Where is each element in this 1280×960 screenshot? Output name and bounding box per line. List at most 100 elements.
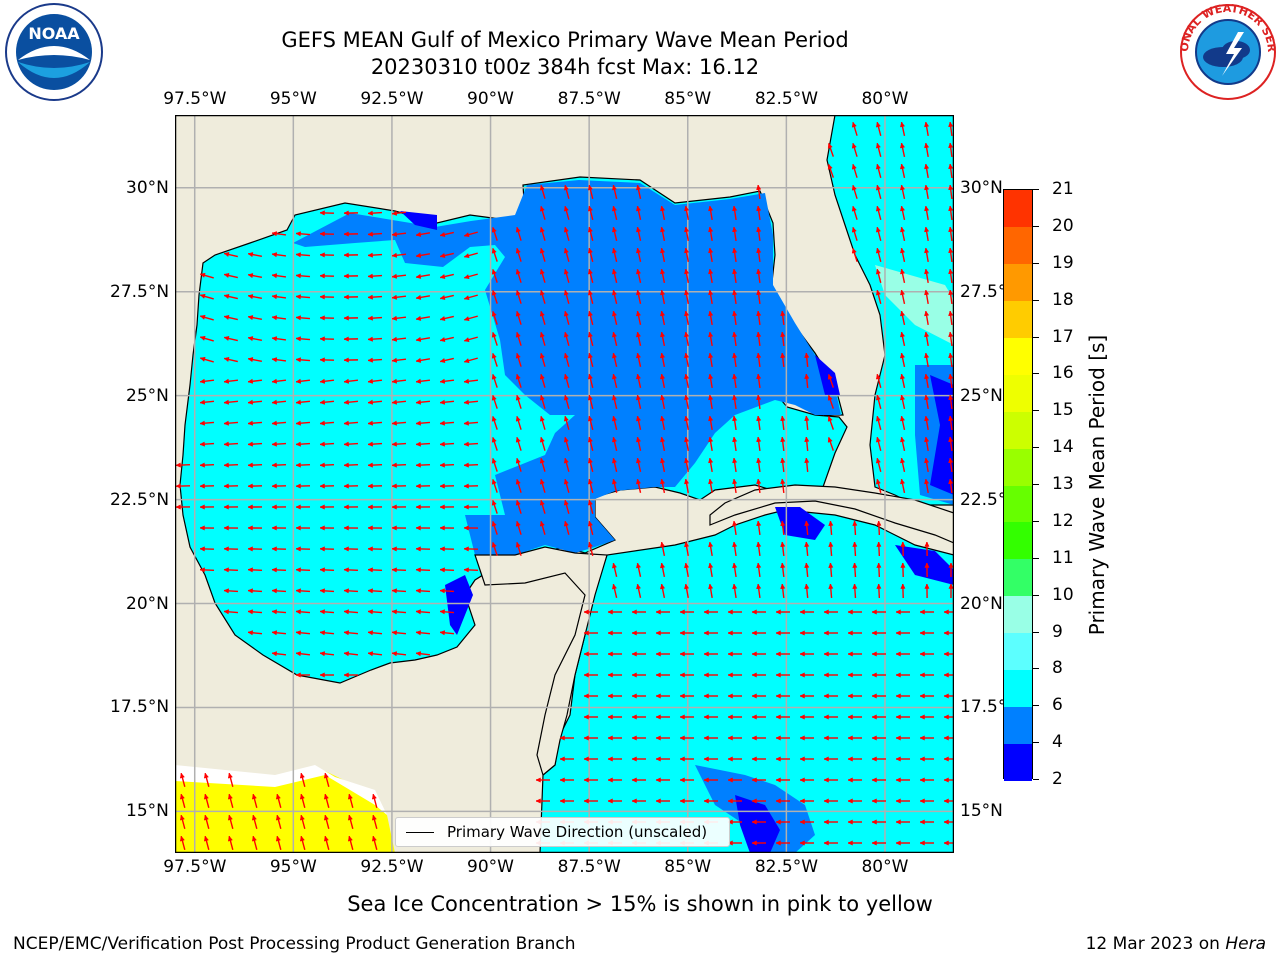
wave-arrow: [804, 562, 810, 578]
lon-tick-label: 80°W: [861, 89, 909, 109]
wave-arrow: [223, 504, 239, 510]
wave-arrow: [847, 693, 862, 699]
wave-arrow: [295, 252, 311, 258]
wave-arrow: [223, 314, 238, 321]
wave-arrow: [751, 672, 766, 678]
colorbar-segment: [1004, 300, 1032, 338]
colorbar: [1003, 189, 1033, 781]
colorbar-tick: [1033, 779, 1039, 780]
wave-arrow: [347, 814, 354, 829]
wave-arrow: [319, 231, 335, 237]
wave-arrow: [299, 814, 306, 829]
wave-arrow: [708, 562, 714, 578]
wave-arrow: [247, 630, 263, 636]
wave-arrow: [271, 546, 287, 552]
colorbar-segment: [1004, 558, 1032, 597]
wave-arrow: [563, 184, 570, 199]
wave-arrow: [943, 651, 954, 657]
wave-arrow: [587, 331, 594, 346]
wave-arrow: [875, 289, 882, 304]
colorbar-segment: [1004, 706, 1032, 744]
wave-arrow: [223, 462, 239, 468]
wave-arrow: [463, 399, 479, 405]
wave-arrow: [756, 205, 762, 221]
wave-arrow: [295, 630, 311, 636]
colorbar-segment: [1004, 669, 1032, 707]
wave-arrow: [799, 714, 814, 720]
wave-arrow: [732, 310, 738, 326]
wave-arrow: [271, 504, 287, 510]
wave-arrow: [611, 562, 618, 577]
wave-arrow: [727, 672, 742, 678]
wave-arrow: [515, 352, 522, 367]
colorbar-label: Primary Wave Mean Period [s]: [1085, 334, 1109, 636]
wave-arrow: [732, 436, 738, 452]
wave-arrow: [679, 630, 694, 636]
wave-arrow: [271, 483, 287, 489]
wave-arrow: [851, 205, 858, 220]
wave-arrow: [391, 504, 407, 510]
wave-arrow: [847, 630, 862, 636]
central-gulf: [293, 180, 841, 555]
wave-arrow: [199, 356, 214, 363]
wave-arrow: [827, 436, 834, 451]
wave-arrow: [732, 352, 738, 368]
wave-arrow: [583, 777, 598, 783]
wave-arrow: [847, 735, 862, 741]
wave-arrow: [732, 583, 738, 599]
wave-arrow: [367, 525, 383, 531]
wave-arrow: [732, 520, 738, 536]
wave-arrow: [732, 373, 738, 389]
wave-arrow: [847, 672, 862, 678]
wave-arrow: [780, 583, 786, 599]
wave-arrow: [587, 457, 594, 472]
wave-arrow: [391, 252, 407, 258]
wave-arrow: [203, 835, 210, 850]
legend-line-swatch: [406, 832, 434, 833]
wave-arrow: [391, 525, 407, 531]
wave-arrow: [611, 268, 618, 283]
wave-arrow: [223, 609, 239, 615]
wave-arrow: [199, 293, 214, 300]
wave-arrow: [948, 394, 954, 410]
wave-arrow: [391, 399, 407, 405]
colorbar-tick-label: 6: [1052, 695, 1063, 716]
colorbar-tick: [1033, 447, 1039, 449]
wave-arrow: [943, 672, 954, 678]
wave-arrow: [900, 331, 906, 346]
wave-arrow: [391, 441, 407, 447]
wave-arrow: [684, 226, 690, 242]
wave-arrow: [271, 378, 287, 384]
deep-blue-pocket: [815, 355, 840, 395]
wave-arrow: [247, 399, 263, 405]
wave-arrow: [415, 588, 431, 594]
wave-arrow: [751, 609, 766, 615]
wave-arrow: [367, 357, 383, 363]
wave-arrow: [611, 226, 618, 241]
wave-arrow: [539, 205, 546, 220]
wave-arrow: [703, 714, 718, 720]
wave-arrow: [199, 399, 215, 405]
wave-arrow: [247, 357, 263, 363]
wave-arrow: [828, 520, 834, 536]
colorbar-tick: [1033, 520, 1039, 522]
wave-arrow: [756, 310, 762, 326]
wave-arrow: [679, 672, 694, 678]
wave-arrow: [343, 609, 359, 615]
wave-arrow: [415, 420, 431, 426]
wave-arrow: [415, 252, 431, 258]
wave-arrow: [875, 205, 882, 220]
wave-arrow: [463, 483, 479, 489]
wave-arrow: [343, 399, 359, 405]
wave-arrow: [391, 336, 407, 342]
wave-arrow: [275, 814, 282, 829]
wave-arrow: [799, 735, 814, 741]
wave-arrow: [251, 793, 258, 808]
wave-arrow: [823, 651, 838, 657]
wave-arrow: [607, 777, 622, 783]
wave-arrow: [295, 315, 311, 321]
wave-arrow: [539, 499, 546, 514]
deep-blue-pocket: [735, 795, 780, 853]
wave-arrow: [847, 609, 862, 615]
wave-arrow: [491, 268, 498, 283]
